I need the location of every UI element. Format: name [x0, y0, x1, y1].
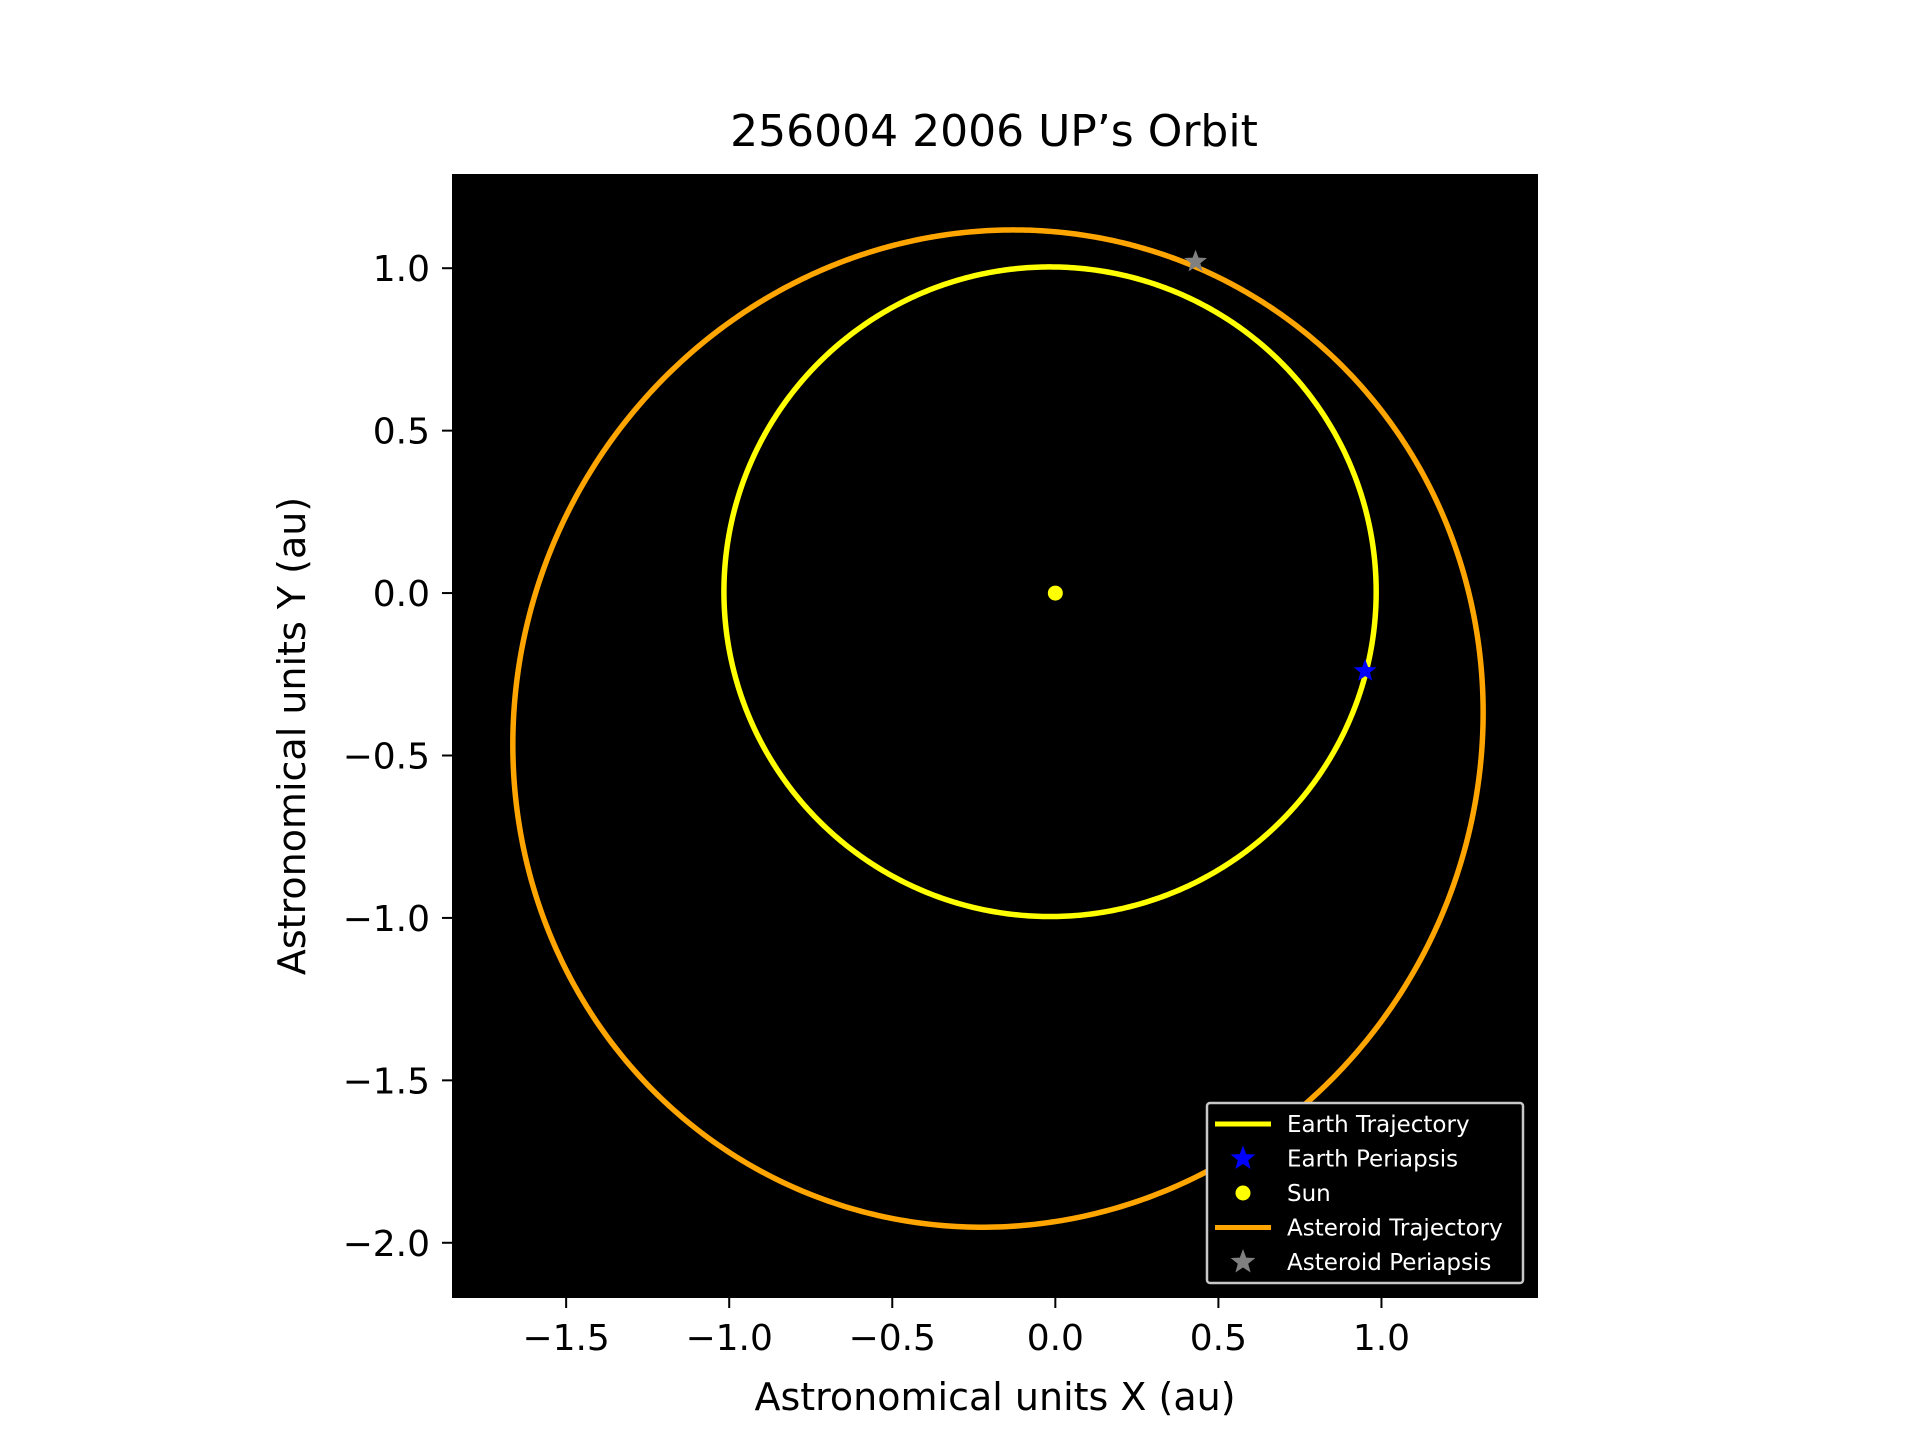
- y-tick-label: 0.5: [373, 412, 430, 453]
- x-tick-label: 0.5: [1190, 1318, 1247, 1359]
- y-tick-label: −0.5: [343, 736, 430, 777]
- x-tick-label: −1.0: [685, 1318, 772, 1359]
- legend-label-earth-periapsis: Earth Periapsis: [1287, 1147, 1458, 1173]
- x-tick-label: 1.0: [1353, 1318, 1410, 1359]
- asteroid-periapsis-marker: [1184, 249, 1207, 272]
- y-tick-label: −1.0: [343, 899, 430, 940]
- x-axis-label: Astronomical units X (au): [754, 1375, 1235, 1419]
- legend-label-sun: Sun: [1287, 1181, 1331, 1207]
- earth-periapsis-marker: [1353, 659, 1377, 681]
- y-tick-label: 1.0: [373, 249, 430, 290]
- asteroid-trajectory-line: [510, 227, 1486, 1230]
- sun-marker: [1047, 585, 1063, 601]
- legend-swatch-earth-periapsis: [1230, 1145, 1256, 1170]
- legend: [1205, 1101, 1525, 1285]
- y-tick-label: −1.5: [343, 1061, 430, 1102]
- legend-swatch-sun: [1235, 1185, 1251, 1201]
- legend-label-asteroid-periapsis: Asteroid Periapsis: [1287, 1250, 1491, 1276]
- legend-label-earth-trajectory: Earth Trajectory: [1287, 1112, 1470, 1138]
- y-axis-label: Astronomical units Y (au): [270, 497, 314, 975]
- earth-trajectory-line: [721, 264, 1379, 920]
- y-tick-label: −2.0: [343, 1224, 430, 1265]
- legend-label-asteroid-trajectory: Asteroid Trajectory: [1287, 1216, 1503, 1242]
- x-tick-label: 0.0: [1027, 1318, 1084, 1359]
- x-tick-label: −1.5: [522, 1318, 609, 1359]
- chart-title: 256004 2006 UP’s Orbit: [730, 106, 1258, 157]
- legend-swatch-asteroid-periapsis: [1230, 1249, 1256, 1273]
- y-tick-label: 0.0: [373, 574, 430, 615]
- x-tick-label: −0.5: [849, 1318, 936, 1359]
